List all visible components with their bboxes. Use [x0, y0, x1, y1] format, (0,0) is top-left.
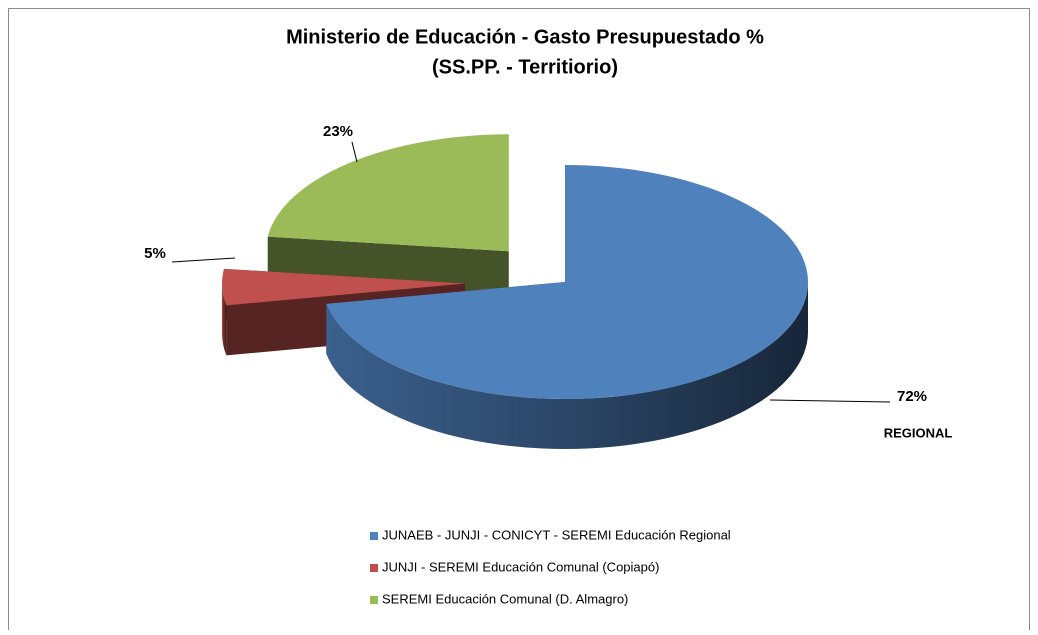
legend-label: JUNJI - SEREMI Educación Comunal (Copiap…	[382, 559, 659, 574]
slice	[326, 165, 809, 400]
data-label: 23%	[323, 123, 353, 140]
slice-wall	[326, 282, 808, 450]
data-label: 5%	[144, 245, 166, 262]
legend-swatch	[370, 564, 378, 572]
slice	[267, 134, 509, 252]
slice-wall	[222, 283, 227, 356]
data-label: 72%	[897, 388, 927, 405]
slice	[222, 268, 466, 306]
leader-line	[171, 257, 236, 263]
legend-swatch	[370, 596, 378, 604]
leader-line	[769, 399, 891, 403]
legend-swatch	[370, 532, 378, 540]
chart-subtitle: (SS.PP. - Territiorio)	[432, 56, 618, 78]
legend-label: JUNAEB - JUNJI - CONICYT - SEREMI Educac…	[382, 527, 731, 542]
legend-label: SEREMI Educación Comunal (D. Almagro)	[382, 591, 628, 606]
annotation: REGIONAL	[884, 425, 953, 440]
chart-title: Ministerio de Educación - Gasto Presupue…	[286, 26, 764, 48]
leader-line	[351, 141, 358, 163]
